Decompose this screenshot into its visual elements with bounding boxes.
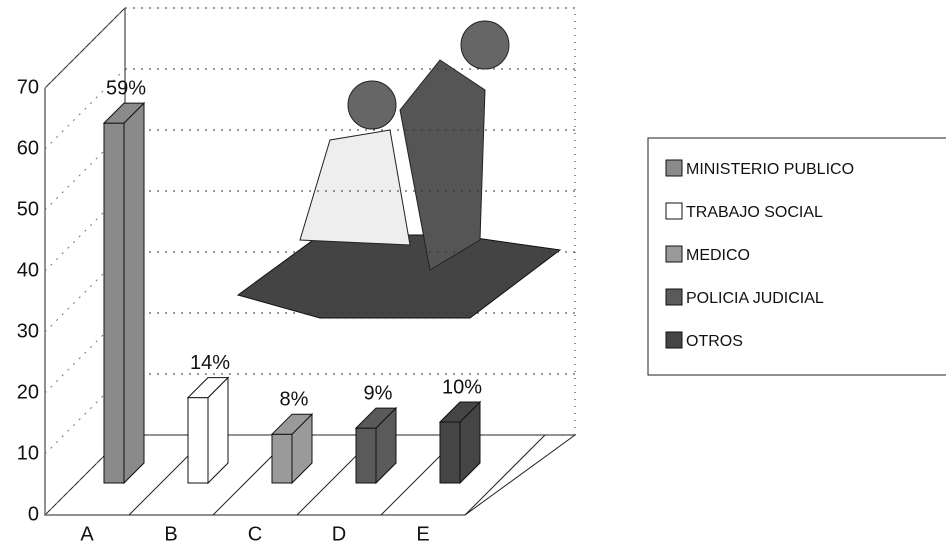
legend: MINISTERIO PUBLICO TRABAJO SOCIAL MEDICO PO… xyxy=(647,137,946,376)
x-tick-label: E xyxy=(416,523,429,545)
legend-swatch xyxy=(665,331,683,349)
y-tick-label: 10 xyxy=(17,442,39,464)
legend-label: TRABAJO SOCIAL xyxy=(686,204,823,221)
bar-top xyxy=(354,407,398,429)
grid-line xyxy=(44,129,126,211)
value-label: 59% xyxy=(106,77,146,99)
bar-top xyxy=(186,377,230,399)
legend-label: MINISTERIO PUBLICO xyxy=(686,161,854,178)
x-tick-label: A xyxy=(80,523,94,545)
y-tick-label: 20 xyxy=(17,381,39,403)
grid-line xyxy=(44,312,126,394)
bar-top xyxy=(102,102,146,124)
bar xyxy=(103,122,125,484)
y-tick-label: 30 xyxy=(17,320,39,342)
legend-swatch xyxy=(665,245,683,263)
grid-line xyxy=(44,251,126,333)
grid-line xyxy=(44,7,126,89)
grid-line xyxy=(44,68,126,150)
bar-top xyxy=(438,401,482,423)
bar xyxy=(355,427,377,484)
bar xyxy=(271,433,293,484)
x-tick-label: C xyxy=(248,523,262,545)
legend-swatch xyxy=(665,288,683,306)
y-tick-label: 40 xyxy=(17,259,39,281)
grid-line xyxy=(44,434,126,516)
value-label: 14% xyxy=(190,352,230,374)
bar xyxy=(187,397,209,484)
x-tick-label: B xyxy=(164,523,177,545)
bar xyxy=(439,421,461,484)
floor-divider xyxy=(464,434,546,516)
grid-line xyxy=(44,373,126,455)
legend-box xyxy=(647,137,946,376)
legend-label: OTROS xyxy=(686,333,743,350)
value-label: 10% xyxy=(442,376,482,398)
bar-side xyxy=(123,101,145,485)
legend-label: MEDICO xyxy=(686,247,750,264)
y-tick-label: 70 xyxy=(17,76,39,98)
grid-line xyxy=(44,190,126,272)
legend-label: POLICIA JUDICIAL xyxy=(686,290,824,307)
legend-swatch xyxy=(665,159,683,177)
x-tick-label: D xyxy=(332,523,346,545)
y-tick-label: 50 xyxy=(17,198,39,220)
y-tick-label: 0 xyxy=(28,503,39,525)
value-label: 9% xyxy=(364,382,393,404)
legend-swatch xyxy=(665,202,683,220)
bar-top xyxy=(270,413,314,435)
value-label: 8% xyxy=(280,388,309,410)
illustration xyxy=(236,20,562,319)
y-tick-label: 60 xyxy=(17,137,39,159)
